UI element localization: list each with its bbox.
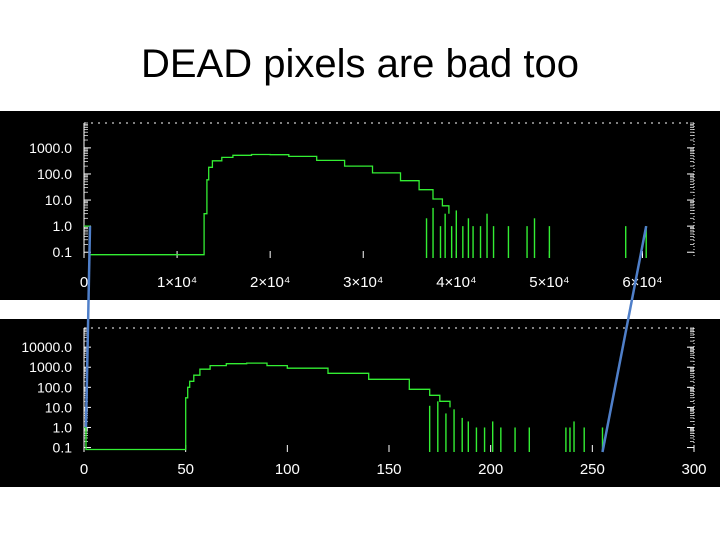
top-y-tick-label: 10.0 [45,192,72,208]
bottom-x-tick-label: 0 [80,461,88,478]
bottom-x-tick-label: 100 [275,461,300,478]
top-y-tick-label: 0.1 [53,244,73,260]
bottom-y-tick-label: 1.0 [53,419,73,435]
top-x-tick-label: 5×10⁴ [529,274,569,291]
top-x-tick-label: 2×10⁴ [250,274,290,291]
slide-title: DEAD pixels are bad too [140,42,579,86]
bottom-y-tick-label: 1000.0 [29,359,72,375]
top-histogram-line [84,153,450,256]
bottom-y-tick-label: 0.1 [53,440,73,456]
top-x-tick-label: 4×10⁴ [436,274,476,291]
top-y-tick-label: 1.0 [53,218,73,234]
bottom-x-tick-label: 50 [177,461,194,478]
bottom-x-tick-label: 200 [478,461,503,478]
top-x-tick-label: 0 [80,274,88,291]
top-y-tick-label: 1000.0 [29,140,72,156]
bottom-x-tick-label: 300 [681,461,706,478]
connector-lines [84,225,648,453]
bottom-x-tick-label: 250 [580,461,605,478]
connector-line-right [601,225,648,453]
top-plot-background [0,111,720,300]
connector-line-left [84,226,92,428]
bottom-y-tick-label: 10.0 [45,399,72,415]
bottom-y-tick-label: 100.0 [37,379,72,395]
top-x-tick-label: 1×10⁴ [157,274,197,291]
bottom-histogram-line [84,362,451,451]
top-y-tick-label: 100.0 [37,166,72,182]
bottom-histogram-plot: 0.1 1.0 10.0 100.0 1000.0 10000.0 0 50 100 150 200… [21,327,707,478]
bottom-x-tick-label: 150 [376,461,401,478]
bottom-y-tick-label: 10000.0 [21,339,72,355]
top-histogram-plot: 0.1 1.0 10.0 100.0 1000.0 0 1×10⁴ 2×10⁴ 3×10⁴ 4×1… [29,122,695,291]
top-x-tick-label: 6×10⁴ [622,274,662,291]
top-x-tick-label: 3×10⁴ [343,274,383,291]
bottom-plot-background [0,319,720,487]
